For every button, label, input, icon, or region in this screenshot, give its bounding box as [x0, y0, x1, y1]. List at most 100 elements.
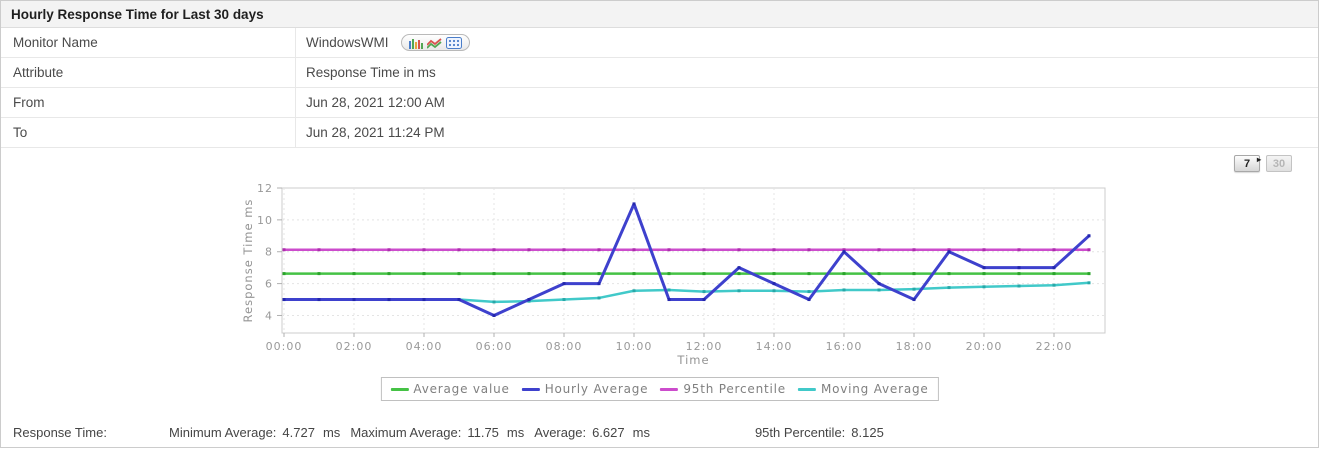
marker-95th-percentile: [422, 248, 426, 252]
marker-moving-average: [667, 288, 671, 292]
table-row: To Jun 28, 2021 11:24 PM: [1, 118, 1318, 148]
x-axis-title: Time: [676, 353, 709, 367]
stat-value: 6.627: [592, 424, 625, 440]
x-tick-label: 10:00: [616, 340, 653, 353]
legend-swatch: [660, 387, 679, 391]
x-tick-label: 22:00: [1036, 340, 1073, 353]
marker-95th-percentile: [632, 248, 636, 252]
plot-border: [281, 187, 1106, 334]
stat-label: Minimum Average:: [169, 424, 277, 440]
y-tick-label: 12: [257, 182, 273, 195]
stat-value: 11.75: [467, 424, 499, 440]
marker-moving-average: [1052, 283, 1056, 287]
legend-item-95th-percentile: 95th Percentile: [660, 382, 786, 396]
legend-label: Average value: [413, 382, 510, 396]
marker-95th-percentile: [317, 248, 321, 252]
marker-95th-percentile: [282, 248, 286, 252]
marker-average-value: [1052, 272, 1056, 276]
x-tick-label: 16:00: [826, 340, 863, 353]
report-panel: Hourly Response Time for Last 30 days Mo…: [0, 0, 1319, 448]
marker-95th-percentile: [982, 248, 986, 252]
y-tick-label: 8: [265, 246, 273, 259]
marker-average-value: [527, 272, 531, 276]
marker-moving-average: [597, 296, 601, 300]
marker-moving-average: [982, 285, 986, 289]
table-row: From Jun 28, 2021 12:00 AM: [1, 88, 1318, 118]
x-tick-label: 18:00: [896, 340, 933, 353]
y-tick-label: 6: [265, 278, 273, 291]
stat-minimum-average: Minimum Average: 4.727 ms: [169, 425, 340, 440]
marker-hourly-average: [702, 298, 706, 302]
marker-hourly-average: [527, 298, 531, 302]
table-row: Attribute Response Time in ms: [1, 58, 1318, 88]
marker-hourly-average: [1052, 266, 1056, 270]
marker-moving-average: [807, 290, 811, 294]
marker-average-value: [492, 272, 496, 276]
marker-moving-average: [632, 289, 636, 293]
marker-average-value: [352, 272, 356, 276]
marker-moving-average: [492, 300, 496, 304]
bar-chart-icon[interactable]: [408, 37, 423, 49]
stat-value: 8.125: [851, 424, 884, 440]
marker-moving-average: [772, 289, 776, 293]
stat-average: Average: 6.627 ms: [534, 425, 650, 440]
marker-average-value: [877, 272, 881, 276]
marker-95th-percentile: [352, 248, 356, 252]
marker-hourly-average: [562, 282, 566, 286]
marker-average-value: [737, 272, 741, 276]
legend-item-hourly-average: Hourly Average: [521, 382, 649, 396]
to-label: To: [1, 118, 296, 147]
chart-section: 7 ▸ 30 4 6 8 10 12 00:00 02:00 04:00 06:00 08:00 10…: [1, 148, 1318, 418]
legend-item-average-value: Average value: [390, 382, 509, 396]
marker-hourly-average: [912, 298, 916, 302]
marker-average-value: [982, 272, 986, 276]
legend-item-moving-average: Moving Average: [797, 382, 929, 396]
x-tick-label: 08:00: [546, 340, 583, 353]
selected-marker-icon: ▸: [1256, 155, 1261, 164]
legend-label: Moving Average: [820, 382, 929, 396]
marker-average-value: [912, 272, 916, 276]
x-tick-label: 06:00: [476, 340, 513, 353]
stat-unit: ms: [506, 424, 525, 440]
legend-swatch: [797, 387, 816, 391]
marker-average-value: [632, 272, 636, 276]
x-tick-label: 02:00: [336, 340, 373, 353]
marker-95th-percentile: [667, 248, 671, 252]
marker-average-value: [702, 272, 706, 276]
table-view-icon[interactable]: [445, 36, 462, 49]
marker-average-value: [667, 272, 671, 276]
panel-title-bar: Hourly Response Time for Last 30 days: [1, 1, 1318, 28]
period-30-button[interactable]: 30: [1266, 155, 1292, 172]
marker-average-value: [597, 272, 601, 276]
period-7-button[interactable]: 7 ▸: [1234, 155, 1261, 172]
marker-hourly-average: [317, 298, 321, 302]
marker-hourly-average: [947, 250, 951, 254]
y-axis-title: Response Time ms: [241, 199, 255, 323]
stats-row: Response Time: Minimum Average: 4.727 ms Ma…: [1, 418, 1318, 446]
from-label: From: [1, 88, 296, 117]
stat-label: Maximum Average:: [350, 424, 462, 440]
marker-average-value: [1087, 272, 1091, 276]
marker-hourly-average: [842, 250, 846, 254]
marker-moving-average: [912, 287, 916, 291]
marker-95th-percentile: [492, 248, 496, 252]
marker-hourly-average: [772, 282, 776, 286]
stats-row-label: Response Time:: [13, 424, 107, 440]
marker-hourly-average: [1017, 266, 1021, 270]
x-tick-label: 04:00: [406, 340, 443, 353]
chart-view-switcher[interactable]: [400, 34, 470, 51]
stat-label: 95th Percentile:: [754, 424, 846, 440]
legend-swatch: [521, 387, 540, 391]
marker-95th-percentile: [527, 248, 531, 252]
marker-95th-percentile: [947, 248, 951, 252]
attribute-label: Attribute: [1, 58, 296, 87]
marker-hourly-average: [877, 282, 881, 286]
x-tick-label: 00:00: [266, 340, 303, 353]
marker-moving-average: [877, 288, 881, 292]
marker-hourly-average: [632, 202, 636, 206]
marker-moving-average: [562, 298, 566, 302]
to-value: Jun 28, 2021 11:24 PM: [306, 125, 445, 140]
line-chart-icon[interactable]: [426, 37, 442, 49]
attribute-value: Response Time in ms: [306, 65, 436, 80]
x-tick-label: 14:00: [756, 340, 793, 353]
